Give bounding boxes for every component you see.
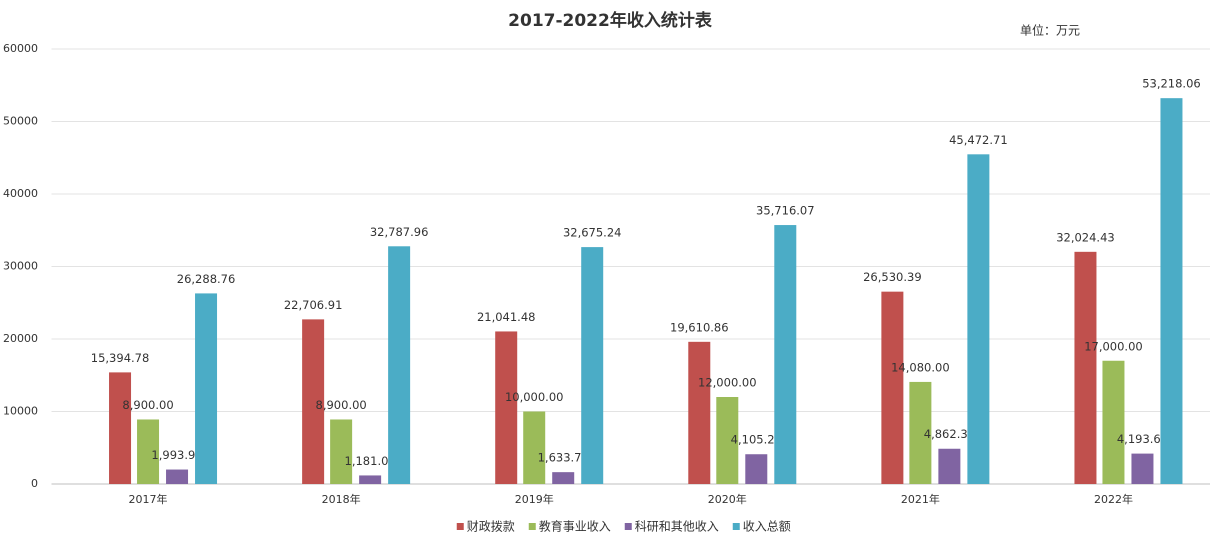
legend-label: 财政拨款 xyxy=(467,520,515,534)
value-label: 32,787.96 xyxy=(370,225,429,239)
bar xyxy=(495,331,518,484)
value-label: 4,862.32 xyxy=(924,427,975,441)
bar xyxy=(745,454,768,484)
x-tick-label: 2020年 xyxy=(708,492,747,506)
value-label: 21,041.48 xyxy=(477,310,536,324)
legend-swatch xyxy=(456,523,464,530)
value-label: 17,000.00 xyxy=(1084,339,1143,353)
y-tick-label: 10000 xyxy=(3,405,38,418)
value-label: 22,706.91 xyxy=(284,298,343,312)
bar xyxy=(909,381,932,484)
bar xyxy=(1160,98,1183,484)
bar xyxy=(1131,453,1154,484)
y-tick-label: 20000 xyxy=(3,332,38,345)
bar xyxy=(967,154,990,484)
value-label: 8,900.00 xyxy=(316,398,367,412)
y-tick-label: 30000 xyxy=(3,260,38,273)
value-label: 10,000.00 xyxy=(505,390,564,404)
bar xyxy=(716,397,739,484)
bar xyxy=(774,225,797,485)
value-label: 8,900.00 xyxy=(122,398,173,412)
value-label: 19,610.86 xyxy=(670,320,729,334)
bar xyxy=(137,419,160,484)
value-label: 45,472.71 xyxy=(949,133,1008,147)
legend-swatch xyxy=(624,523,632,530)
y-tick-label: 40000 xyxy=(3,187,38,200)
legend-swatch xyxy=(528,523,536,530)
legend-swatch xyxy=(732,523,740,530)
value-label: 4,193.63 xyxy=(1117,432,1168,446)
x-tick-label: 2018年 xyxy=(322,492,361,506)
bar xyxy=(330,419,353,484)
value-label: 15,394.78 xyxy=(91,351,150,365)
value-label: 1,181.05 xyxy=(345,454,396,468)
y-tick-label: 50000 xyxy=(3,115,38,128)
bar xyxy=(302,319,325,484)
bar xyxy=(881,291,904,484)
x-tick-label: 2021年 xyxy=(901,492,940,506)
value-label: 26,288.76 xyxy=(177,272,236,286)
x-tick-label: 2022年 xyxy=(1094,492,1133,506)
bar xyxy=(359,475,382,484)
bar xyxy=(109,372,132,484)
value-label: 1,993.98 xyxy=(151,448,202,462)
x-tick-label: 2017年 xyxy=(129,492,168,506)
value-label: 32,675.24 xyxy=(563,226,622,240)
value-label: 12,000.00 xyxy=(698,376,757,390)
chart-title: 2017-2022年收入统计表 xyxy=(508,10,713,31)
bar xyxy=(195,293,218,484)
value-label: 32,024.43 xyxy=(1056,230,1115,244)
y-tick-label: 60000 xyxy=(3,42,38,55)
value-label: 4,105.21 xyxy=(731,433,782,447)
value-label: 35,716.07 xyxy=(756,204,815,218)
bar xyxy=(688,341,711,484)
value-label: 26,530.39 xyxy=(863,270,922,284)
legend-label: 收入总额 xyxy=(743,520,791,534)
bar xyxy=(523,411,546,484)
value-label: 53,218.06 xyxy=(1142,77,1201,91)
unit-annotation: 单位：万元 xyxy=(1020,23,1080,38)
bar xyxy=(388,246,411,484)
value-label: 14,080.00 xyxy=(891,360,950,374)
bar xyxy=(166,469,189,484)
bar xyxy=(1074,251,1097,484)
bar xyxy=(938,448,961,484)
bar xyxy=(1102,360,1125,484)
bar xyxy=(581,247,604,484)
y-tick-label: 0 xyxy=(31,477,38,490)
value-label: 1,633.76 xyxy=(538,451,589,465)
x-tick-label: 2019年 xyxy=(515,492,554,506)
bar xyxy=(552,472,575,484)
legend-label: 科研和其他收入 xyxy=(635,520,719,534)
legend-label: 教育事业收入 xyxy=(539,519,611,534)
